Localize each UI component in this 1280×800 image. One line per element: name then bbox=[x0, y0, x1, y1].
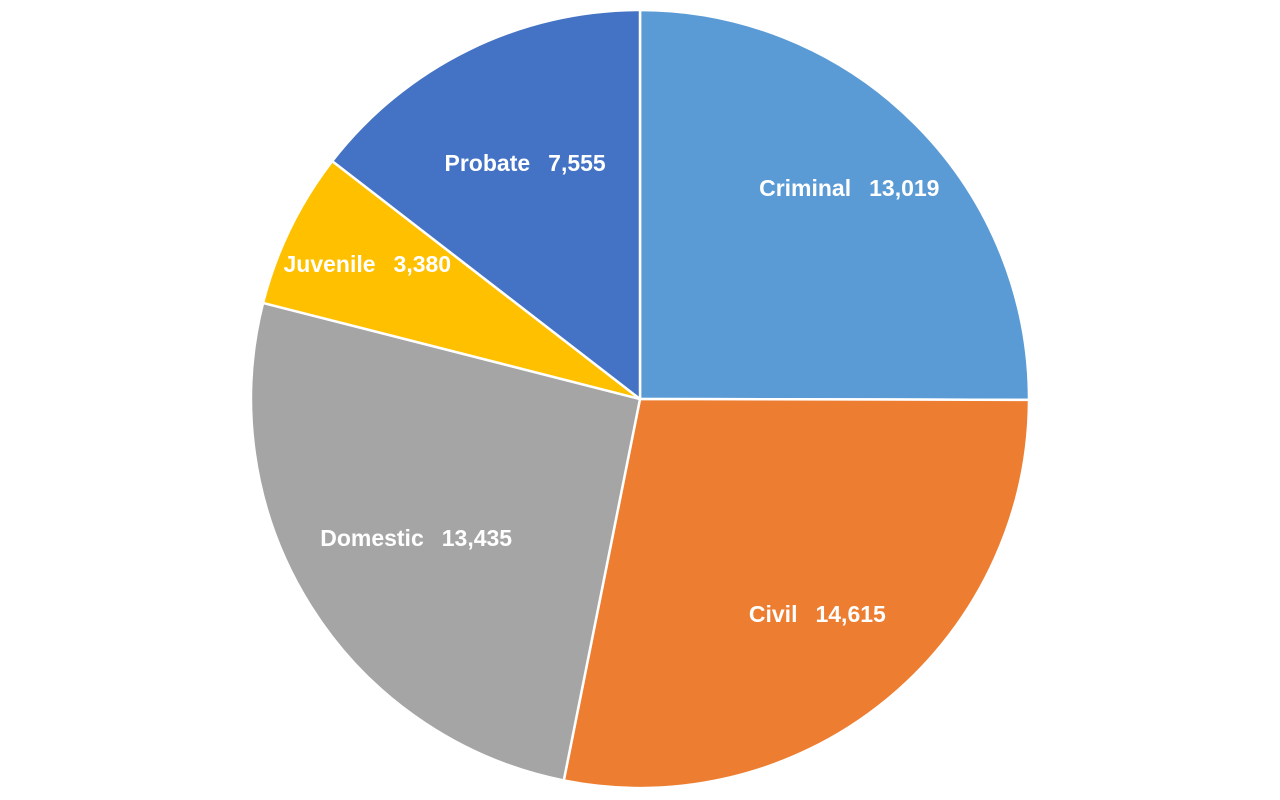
pie-label-probate: Probate 7,555 bbox=[445, 150, 606, 176]
pie-label-category: Criminal bbox=[759, 175, 851, 201]
pie-label-category: Juvenile bbox=[283, 251, 375, 277]
pie-label-category: Probate bbox=[445, 150, 531, 176]
pie-label-category: Domestic bbox=[320, 525, 424, 551]
pie-label-domestic: Domestic 13,435 bbox=[320, 525, 512, 551]
pie-slice-civil bbox=[562, 397, 1031, 790]
pie-label-value: 13,019 bbox=[869, 175, 939, 201]
pie-label-civil: Civil 14,615 bbox=[749, 601, 886, 627]
pie-label-criminal: Criminal 13,019 bbox=[759, 175, 939, 201]
pie-slice-criminal bbox=[638, 8, 1031, 402]
pie-slice-juvenile bbox=[261, 159, 642, 401]
pie-label-juvenile: Juvenile 3,380 bbox=[283, 251, 451, 277]
pie-label-value: 13,435 bbox=[442, 525, 513, 551]
pie-slice-domestic bbox=[249, 301, 642, 782]
pie-labels: Criminal 13,019 Civil 14,615 Domestic 13,435 J… bbox=[283, 150, 939, 627]
pie-label-value: 7,555 bbox=[548, 150, 606, 176]
pie-label-category: Civil bbox=[749, 601, 798, 627]
pie-slice-probate bbox=[330, 8, 642, 401]
pie-label-value: 14,615 bbox=[815, 601, 886, 627]
pie-slices bbox=[249, 8, 1031, 790]
pie-label-value: 3,380 bbox=[394, 251, 452, 277]
